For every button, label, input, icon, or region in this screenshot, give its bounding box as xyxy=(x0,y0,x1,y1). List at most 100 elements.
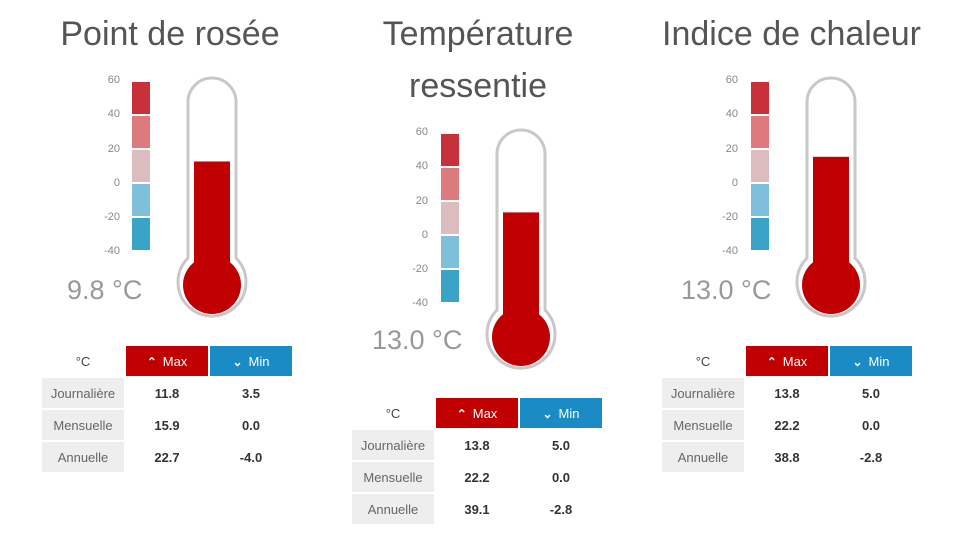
scale-label: 60 xyxy=(107,74,120,86)
max-label: Max xyxy=(782,353,808,369)
min-value: 3.5 xyxy=(241,385,261,401)
scale-label: 20 xyxy=(415,195,428,207)
row-label: Mensuelle xyxy=(352,462,434,492)
thermometer-icon xyxy=(176,76,248,318)
table-row: Annuelle 38.8 -2.8 xyxy=(662,442,912,472)
min-label: Min xyxy=(558,405,580,421)
row-label: Annuelle xyxy=(352,494,434,524)
max-value: 13.8 xyxy=(774,385,800,401)
min-value: 0.0 xyxy=(861,417,881,433)
scale-segment xyxy=(751,116,769,148)
table-row: Annuelle 39.1 -2.8 xyxy=(352,494,602,524)
chevron-up-icon: ⌃ xyxy=(766,354,777,369)
unit-label: °C xyxy=(385,405,401,421)
thermometer-icon xyxy=(485,128,557,370)
scale-label: 20 xyxy=(725,143,738,155)
scale-label: 60 xyxy=(415,126,428,138)
thermometer-icon xyxy=(795,76,867,318)
table-row: Mensuelle 22.2 0.0 xyxy=(662,410,912,440)
scale-label: 0 xyxy=(731,177,738,189)
scale-label: -20 xyxy=(722,211,738,223)
scale-label: 60 xyxy=(725,74,738,86)
scale-segment xyxy=(751,150,769,182)
panel-title: Indice de chaleur xyxy=(662,15,921,53)
min-value: 5.0 xyxy=(861,385,881,401)
max-header: ⌃ Max xyxy=(126,346,208,376)
row-label: Journalière xyxy=(352,430,434,460)
max-value: 11.8 xyxy=(154,385,180,401)
max-value: 22.2 xyxy=(774,417,800,433)
table-header-row: °C ⌃ Max ⌄ Min xyxy=(42,346,292,376)
chevron-up-icon: ⌃ xyxy=(146,354,157,369)
unit-label: °C xyxy=(75,353,91,369)
chevron-down-icon: ⌄ xyxy=(852,354,863,369)
row-label: Annuelle xyxy=(42,442,124,472)
min-header: ⌄ Min xyxy=(210,346,292,376)
min-value: 0.0 xyxy=(241,417,261,433)
scale-segment xyxy=(751,82,769,114)
scale-segment xyxy=(751,218,769,250)
scale-segment xyxy=(132,82,150,114)
table-row: Annuelle 22.7 -4.0 xyxy=(42,442,292,472)
scale-label: 40 xyxy=(725,108,738,120)
scale-label: -40 xyxy=(722,245,738,257)
max-value: 39.1 xyxy=(464,501,490,517)
panel-heat-index: Indice de chaleur 60 40 20 0 -20 -40 13.… xyxy=(630,0,953,536)
stats-table: °C ⌃ Max ⌄ Min Journalière 11.8 3.5 Mensue… xyxy=(40,344,294,474)
max-header: ⌃ Max xyxy=(436,398,518,428)
scale-segment xyxy=(441,202,459,234)
scale-segment xyxy=(751,184,769,216)
stats-table: °C ⌃ Max ⌄ Min Journalière 13.8 5.0 Mensue… xyxy=(350,396,604,526)
min-label: Min xyxy=(248,353,270,369)
max-value: 22.2 xyxy=(464,469,490,485)
scale-segment xyxy=(132,150,150,182)
scale-segment xyxy=(441,236,459,268)
row-label: Mensuelle xyxy=(42,410,124,440)
row-label: Journalière xyxy=(662,378,744,408)
table-row: Journalière 13.8 5.0 xyxy=(662,378,912,408)
table-row: Mensuelle 22.2 0.0 xyxy=(352,462,602,492)
min-value: -2.8 xyxy=(859,449,883,465)
scale-label: -40 xyxy=(412,297,428,309)
stats-table: °C ⌃ Max ⌄ Min Journalière 13.8 5.0 Mensue… xyxy=(660,344,914,474)
max-label: Max xyxy=(472,405,498,421)
table-row: Journalière 11.8 3.5 xyxy=(42,378,292,408)
min-value: 0.0 xyxy=(551,469,571,485)
row-label: Annuelle xyxy=(662,442,744,472)
row-label: Journalière xyxy=(42,378,124,408)
max-value: 22.7 xyxy=(154,449,180,465)
min-value: 5.0 xyxy=(551,437,571,453)
mercury-bulb xyxy=(183,256,241,314)
scale-label: -40 xyxy=(104,245,120,257)
scale-label: -20 xyxy=(412,263,428,275)
scale-label: -20 xyxy=(104,211,120,223)
max-value: 38.8 xyxy=(774,449,800,465)
table-header-row: °C ⌃ Max ⌄ Min xyxy=(662,346,912,376)
max-label: Max xyxy=(162,353,188,369)
min-header: ⌄ Min xyxy=(520,398,602,428)
panel-title: Point de rosée xyxy=(60,15,280,53)
table-row: Mensuelle 15.9 0.0 xyxy=(42,410,292,440)
scale-segment xyxy=(441,168,459,200)
scale-label: 0 xyxy=(113,177,120,189)
max-value: 13.8 xyxy=(464,437,490,453)
current-reading: 9.8 °C xyxy=(67,275,143,305)
current-reading: 13.0 °C xyxy=(372,325,463,355)
scale-segment xyxy=(441,270,459,302)
scale-segment xyxy=(441,134,459,166)
current-reading: 13.0 °C xyxy=(681,275,772,305)
chevron-down-icon: ⌄ xyxy=(542,406,553,421)
table-header-row: °C ⌃ Max ⌄ Min xyxy=(352,398,602,428)
max-value: 15.9 xyxy=(154,417,180,433)
row-label: Mensuelle xyxy=(662,410,744,440)
table-row: Journalière 13.8 5.0 xyxy=(352,430,602,460)
scale-label: 40 xyxy=(107,108,120,120)
min-label: Min xyxy=(868,353,890,369)
scale-label: 20 xyxy=(107,143,120,155)
scale-segment xyxy=(132,184,150,216)
scale-label: 0 xyxy=(421,229,428,241)
scale-label: 40 xyxy=(415,160,428,172)
panel-feels-like: Température ressentie 60 40 20 0 -20 -40… xyxy=(318,0,638,536)
unit-label: °C xyxy=(695,353,711,369)
panel-title: Température ressentie xyxy=(382,15,574,105)
